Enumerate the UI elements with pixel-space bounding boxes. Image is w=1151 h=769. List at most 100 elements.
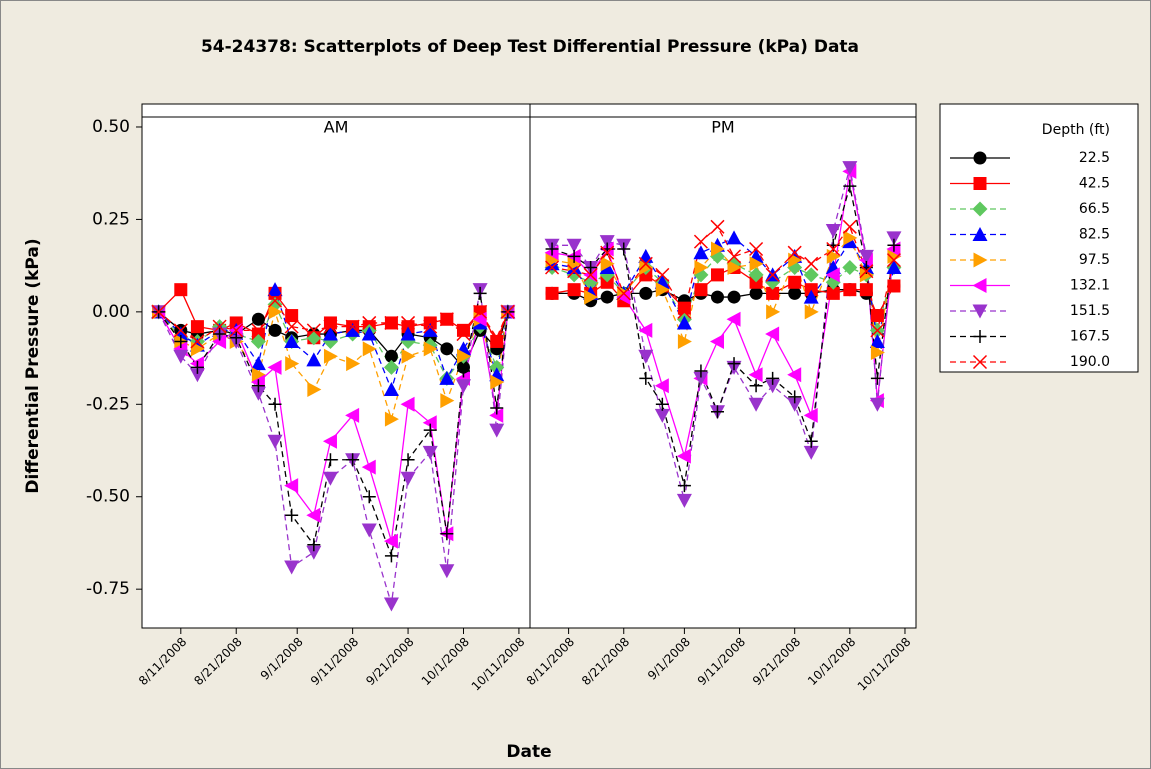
marker [229, 331, 243, 345]
marker [787, 397, 803, 412]
marker [749, 241, 764, 257]
marker [473, 304, 488, 319]
marker [842, 259, 858, 275]
marker [422, 415, 437, 431]
marker [423, 423, 437, 437]
marker [973, 151, 987, 165]
marker [440, 393, 455, 409]
marker [677, 301, 691, 315]
marker [439, 564, 455, 579]
marker [345, 407, 360, 423]
marker [694, 259, 709, 275]
marker [251, 312, 265, 326]
marker [843, 283, 857, 297]
marker [174, 283, 188, 297]
marker [384, 349, 398, 363]
marker [323, 348, 338, 364]
marker [268, 323, 282, 337]
marker [886, 253, 901, 268]
marker [267, 282, 283, 297]
marker [842, 219, 857, 234]
marker [788, 390, 802, 404]
marker [825, 224, 841, 239]
legend-label: 22.5 [1079, 150, 1110, 166]
marker [886, 231, 902, 246]
marker [843, 179, 857, 193]
marker [346, 356, 361, 372]
marker [858, 249, 874, 264]
marker [456, 348, 471, 364]
marker [285, 508, 299, 522]
marker [189, 368, 205, 383]
marker [787, 245, 802, 260]
marker [710, 219, 725, 234]
marker [887, 248, 902, 264]
marker [401, 348, 416, 364]
marker [584, 289, 599, 305]
marker [727, 259, 742, 275]
marker [190, 320, 204, 334]
marker [973, 330, 987, 343]
marker [284, 560, 300, 575]
marker [422, 445, 438, 460]
legend-label: 151.5 [1070, 303, 1110, 319]
marker [267, 359, 282, 375]
marker [788, 286, 802, 300]
legend-label: 66.5 [1079, 201, 1110, 217]
marker [749, 379, 763, 393]
marker [870, 309, 884, 323]
marker [345, 322, 361, 337]
marker [787, 367, 802, 383]
marker [972, 354, 988, 370]
marker [212, 319, 227, 334]
marker [439, 312, 454, 327]
marker [250, 333, 266, 349]
marker [383, 597, 399, 612]
marker [473, 286, 487, 300]
marker [803, 289, 819, 304]
marker [710, 241, 725, 257]
marker [489, 423, 505, 438]
marker [322, 433, 337, 449]
marker [151, 304, 166, 319]
marker [726, 249, 742, 264]
marker [306, 323, 321, 338]
marker [307, 382, 322, 398]
marker [766, 304, 781, 320]
marker [766, 286, 780, 300]
marker [843, 230, 858, 246]
marker [973, 252, 988, 268]
marker [400, 471, 416, 486]
marker [489, 330, 504, 345]
marker [383, 359, 399, 375]
series-line [551, 171, 895, 459]
marker [384, 315, 399, 330]
marker [617, 242, 631, 256]
marker [251, 379, 265, 393]
marker [710, 268, 724, 282]
panel-strip [141, 103, 531, 118]
legend-label: 82.5 [1079, 227, 1110, 243]
marker [825, 267, 840, 283]
marker [859, 283, 873, 297]
marker [694, 283, 708, 297]
marker [599, 235, 615, 250]
marker [803, 407, 818, 423]
marker [455, 379, 471, 394]
marker [638, 256, 653, 271]
marker [748, 367, 763, 383]
x-axis-label: Date [506, 742, 551, 762]
marker [362, 315, 377, 330]
marker [694, 364, 708, 378]
legend-label: 42.5 [1079, 176, 1110, 192]
panel-title: AM [324, 118, 349, 137]
chart-title: 54-24378: Scatterplots of Deep Test Diff… [201, 37, 859, 57]
marker [870, 323, 885, 338]
marker [749, 256, 764, 272]
marker [284, 333, 300, 348]
marker [190, 360, 204, 374]
marker [887, 279, 901, 293]
y-tick-label: -0.50 [86, 487, 130, 507]
marker [306, 507, 321, 523]
panel-strip [529, 103, 917, 118]
